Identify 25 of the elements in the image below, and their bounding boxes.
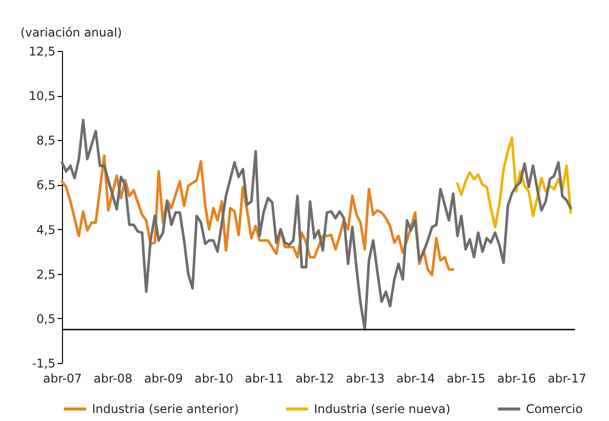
y-tick-label: 12,5: [28, 44, 56, 58]
y-tick-label: 8,5: [36, 134, 56, 148]
legend-label: Industria (serie anterior): [92, 402, 239, 416]
x-tick-label: abr-15: [446, 372, 486, 386]
y-tick-label: 6,5: [36, 178, 56, 192]
x-tick-label: abr-08: [94, 372, 132, 386]
legend-label: Comercio: [526, 402, 583, 416]
y-tick-label: -1,5: [32, 356, 56, 370]
legend-label: Industria (serie nueva): [314, 402, 450, 416]
x-tick-label: abr-16: [497, 372, 536, 386]
x-tick-label: abr-13: [346, 372, 385, 386]
line-series: [60, 118, 572, 331]
x-tick-label: abr-09: [144, 372, 183, 386]
y-tick-label: 0,5: [36, 312, 56, 326]
line-series: [456, 136, 572, 228]
x-tick-label: abr-10: [194, 372, 234, 386]
y-tick-label: 10,5: [28, 89, 56, 104]
x-tick-label: abr-07: [43, 372, 82, 386]
x-tick-label: abr-11: [244, 372, 284, 386]
y-tick-label: 2,5: [36, 267, 56, 282]
x-tick-label: abr-14: [396, 372, 436, 386]
y-axis-title: (variación anual): [20, 26, 122, 40]
x-tick-label: abr-17: [548, 372, 586, 386]
x-tick-label: abr-12: [295, 372, 334, 386]
y-tick-label: 4,5: [36, 222, 56, 237]
